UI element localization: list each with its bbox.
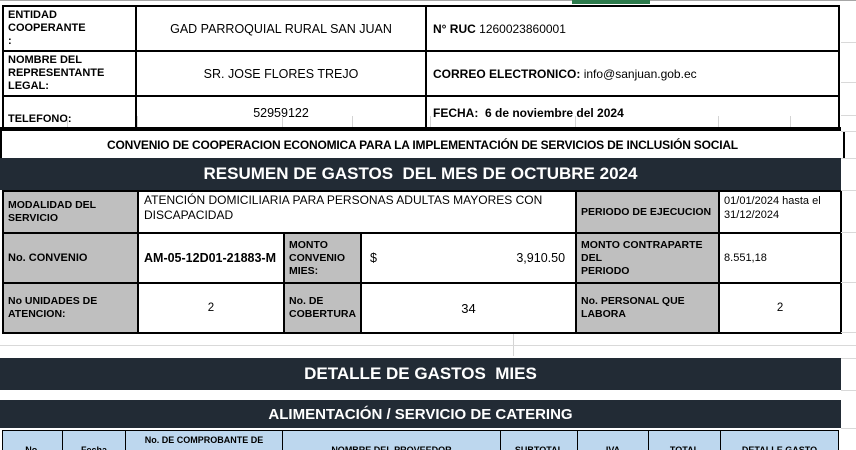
row-gridline: [841, 358, 856, 359]
row-gridline: [0, 345, 856, 346]
catering-header-bar: ALIMENTACIÓN / SERVICIO DE CATERING: [0, 400, 841, 428]
row-gridline: [841, 332, 856, 333]
col-header-comprobante[interactable]: No. DE COMPROBANTE DE: [125, 430, 283, 450]
fecha-label: FECHA:: [433, 105, 479, 120]
monto-mies-value-cell[interactable]: $ 3,910.50: [359, 232, 578, 284]
row-gridline: [841, 158, 856, 159]
entidad-value-cell[interactable]: GAD PARROQUIAL RURAL SAN JUAN: [135, 5, 427, 52]
correo-label: CORREO ELECTRONICO:: [433, 66, 581, 81]
table-row: No UNIDADES DE ATENCION: 2 No. DE COBERT…: [2, 282, 843, 334]
section-divider: [0, 127, 841, 131]
personal-label-cell[interactable]: No. PERSONAL QUE LABORA: [575, 282, 721, 334]
row-gridline: [841, 428, 856, 429]
row-gridline: [0, 0, 856, 1]
representante-label-cell[interactable]: NOMBRE DEL REPRESENTANTE LEGAL:: [2, 50, 137, 97]
telefono-value-cell[interactable]: 52959122: [135, 95, 427, 130]
fecha-cell[interactable]: FECHA: 6 de noviembre del 2024: [425, 95, 840, 130]
table-row: No. Fecha No. DE COMPROBANTE DE NOMBRE D…: [2, 430, 839, 450]
telefono-label-cell[interactable]: TELEFONO:: [2, 95, 137, 130]
entidad-label-cell[interactable]: ENTIDAD COOPERANTE :: [2, 5, 137, 52]
col-gridline: [137, 116, 138, 127]
modalidad-label-cell[interactable]: MODALIDAD DEL SERVICIO: [2, 190, 139, 234]
col-gridline: [430, 116, 431, 127]
resumen-title: RESUMEN DE GASTOS DEL MES DE OCTUBRE 202…: [203, 164, 638, 183]
col-gridline: [718, 116, 719, 127]
row-gridline: [841, 390, 856, 391]
cobertura-value-cell[interactable]: 34: [359, 282, 578, 334]
row-gridline: [841, 190, 856, 191]
unidades-label-cell[interactable]: No UNIDADES DE ATENCION:: [2, 282, 139, 334]
personal-value-cell[interactable]: 2: [718, 282, 843, 334]
ruc-label: N° RUC: [433, 21, 476, 36]
col-header-subtotal[interactable]: SUBTOTAL: [500, 430, 578, 450]
table-row: No. CONVENIO AM-05-12D01-21883-M MONTO C…: [2, 232, 843, 284]
document-title: CONVENIO DE COOPERACION ECONOMICA PARA L…: [107, 137, 738, 152]
row-gridline: [841, 232, 856, 233]
resumen-header-bar: RESUMEN DE GASTOS DEL MES DE OCTUBRE 202…: [0, 158, 841, 190]
gastos-column-header-row: No. Fecha No. DE COMPROBANTE DE NOMBRE D…: [2, 430, 839, 450]
detalle-title: DETALLE DE GASTOS MIES: [304, 364, 537, 383]
detalle-header-bar: DETALLE DE GASTOS MIES: [0, 358, 841, 390]
periodo-value-cell[interactable]: 01/01/2024 hasta el 31/12/2024: [718, 190, 843, 234]
row-gridline: [841, 42, 856, 43]
row-gridline: [841, 282, 856, 283]
col-gridline: [790, 116, 791, 127]
row-gridline: [841, 115, 856, 116]
contraparte-label-cell[interactable]: MONTO CONTRAPARTE DEL PERIODO: [575, 232, 721, 284]
modalidad-value-cell[interactable]: ATENCIÓN DOMICILIARIA PARA PERSONAS ADUL…: [136, 190, 578, 234]
cell-selection-edge: [572, 0, 650, 4]
convenio-label-cell[interactable]: No. CONVENIO: [2, 232, 139, 284]
contraparte-value-cell[interactable]: 8.551,18: [718, 232, 843, 284]
periodo-label-cell[interactable]: PERIODO DE EJECUCION: [575, 190, 721, 234]
correo-value: info@sanjuan.gob.ec: [583, 66, 697, 81]
col-header-no[interactable]: No.: [2, 430, 63, 450]
ruc-value: 1260023860001: [479, 21, 566, 36]
representante-value-cell[interactable]: SR. JOSE FLORES TREJO: [135, 50, 427, 97]
convenio-value-cell[interactable]: AM-05-12D01-21883-M: [137, 232, 285, 284]
resumen-table: MODALIDAD DEL SERVICIO ATENCIÓN DOMICILI…: [2, 190, 843, 334]
col-gridline: [67, 116, 68, 127]
col-header-detalle[interactable]: DETALLE GASTO: [720, 430, 839, 450]
unidades-value-cell[interactable]: 2: [137, 282, 285, 334]
col-header-fecha[interactable]: Fecha: [62, 430, 126, 450]
col-header-proveedor[interactable]: NOMBRE DEL PROVEEDOR: [282, 430, 501, 450]
cooperante-info-table: ENTIDAD COOPERANTE : GAD PARROQUIAL RURA…: [2, 5, 840, 130]
col-gridline: [282, 116, 283, 127]
fecha-value: 6 de noviembre del 2024: [481, 105, 624, 120]
table-row: TELEFONO: 52959122 FECHA: 6 de noviembre…: [2, 95, 840, 130]
table-row: NOMBRE DEL REPRESENTANTE LEGAL: SR. JOSE…: [2, 50, 840, 97]
catering-title: ALIMENTACIÓN / SERVICIO DE CATERING: [268, 405, 573, 423]
row-gridline: [841, 82, 856, 83]
cobertura-label-cell[interactable]: No. DE COBERTURA: [283, 282, 362, 334]
col-gridline: [352, 116, 353, 127]
currency-symbol: $: [370, 251, 377, 265]
col-gridline: [575, 116, 576, 127]
monto-mies-amount: 3,910.50: [516, 251, 566, 265]
monto-mies-label-cell[interactable]: MONTO CONVENIO MIES:: [283, 232, 362, 284]
row-gridline: [841, 131, 856, 132]
col-header-total[interactable]: TOTAL: [648, 430, 721, 450]
table-row: MODALIDAD DEL SERVICIO ATENCIÓN DOMICILI…: [2, 190, 843, 234]
ruc-cell[interactable]: N° RUC 1260023860001: [425, 5, 840, 52]
correo-cell[interactable]: CORREO ELECTRONICO: info@sanjuan.gob.ec: [425, 50, 840, 97]
table-row: ENTIDAD COOPERANTE : GAD PARROQUIAL RURA…: [2, 5, 840, 52]
col-header-iva[interactable]: IVA: [577, 430, 649, 450]
document-title-row[interactable]: CONVENIO DE COOPERACION ECONOMICA PARA L…: [0, 131, 845, 158]
